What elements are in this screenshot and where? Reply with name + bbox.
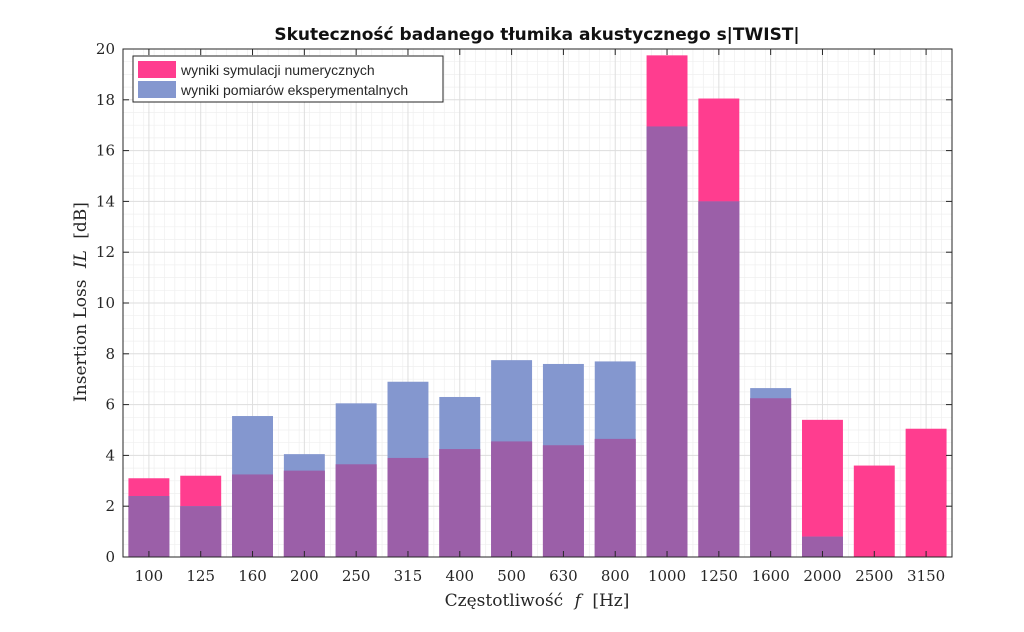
bar-overlap-2000 [802, 536, 843, 557]
bar-simulation-3150 [905, 428, 947, 557]
x-tick-label-400: 400 [445, 567, 474, 585]
x-tick-label-2000: 2000 [803, 567, 841, 585]
legend-label-simulation: wyniki symulacji numerycznych [180, 62, 375, 78]
y-tick-label: 20 [96, 40, 115, 58]
y-axis-label: Insertion Loss IL [dB] [71, 202, 91, 402]
x-tick-label-250: 250 [342, 567, 371, 585]
legend: wyniki symulacji numerycznych wyniki pom… [132, 55, 444, 103]
x-tick-label-1600: 1600 [752, 567, 790, 585]
legend-swatch-simulation [138, 61, 176, 78]
bar-overlap-125 [180, 506, 222, 557]
x-tick-label-160: 160 [238, 567, 267, 585]
y-axis-label-prefix: Insertion Loss [71, 280, 91, 402]
legend-swatch-experimental [138, 81, 176, 98]
bar-overlap-200 [283, 470, 325, 557]
bar-overlap-630 [542, 445, 584, 557]
x-tick-label-200: 200 [290, 567, 319, 585]
x-tick-label-125: 125 [186, 567, 215, 585]
x-tick-label-3150: 3150 [907, 567, 945, 585]
x-tick-label-500: 500 [497, 567, 526, 585]
y-axis-ticks: 0 2 4 6 8 10 12 14 16 18 20 [96, 40, 952, 566]
bar-overlap-1250 [698, 201, 740, 557]
x-tick-label-315: 315 [394, 567, 423, 585]
x-tick-label-1250: 1250 [700, 567, 738, 585]
bar-overlap-250 [335, 464, 377, 557]
y-tick-label: 16 [96, 142, 115, 160]
y-axis-label-var: IL [71, 250, 91, 269]
x-tick-label-100: 100 [135, 567, 164, 585]
x-tick-label-1000: 1000 [648, 567, 686, 585]
y-tick-label: 2 [105, 497, 115, 515]
x-axis-label-var: f [573, 591, 584, 611]
x-tick-label-2500: 2500 [855, 567, 893, 585]
bar-overlap-1600 [750, 398, 792, 557]
chart-title: Skuteczność badanego tłumika akustyczneg… [274, 25, 799, 45]
y-tick-label: 10 [96, 294, 115, 312]
bar-overlap-315 [387, 457, 429, 557]
y-tick-label: 14 [96, 192, 115, 210]
bar-overlap-160 [232, 474, 273, 557]
x-axis-label-unit: [Hz] [592, 591, 629, 611]
bar-overlap-500 [491, 441, 533, 557]
x-tick-label-630: 630 [549, 567, 578, 585]
y-tick-label: 0 [105, 548, 115, 566]
bar-overlap-400 [439, 449, 481, 557]
y-tick-label: 8 [105, 345, 115, 363]
y-tick-label: 4 [105, 446, 115, 464]
y-tick-label: 12 [96, 243, 115, 261]
legend-box [132, 55, 444, 103]
x-axis-ticks: 100 125 160 200 250 315 400 500 630 800 1000 1250 16… [135, 49, 945, 585]
y-tick-label: 18 [96, 91, 115, 109]
y-axis-label-unit: [dB] [71, 202, 91, 239]
bar-overlap-800 [594, 438, 636, 557]
x-axis-label-prefix: Częstotliwość [445, 591, 564, 611]
bar-overlap-1000 [646, 126, 688, 557]
bar-overlap-100 [128, 496, 170, 557]
legend-label-experimental: wyniki pomiarów eksperymentalnych [180, 82, 408, 98]
x-tick-label-800: 800 [601, 567, 630, 585]
overlap-bars [128, 126, 843, 557]
x-axis-label: Częstotliwość f [Hz] [445, 591, 630, 611]
bar-simulation-2500 [853, 465, 895, 557]
bar-simulation-2000 [802, 419, 843, 557]
y-tick-label: 6 [105, 396, 115, 414]
